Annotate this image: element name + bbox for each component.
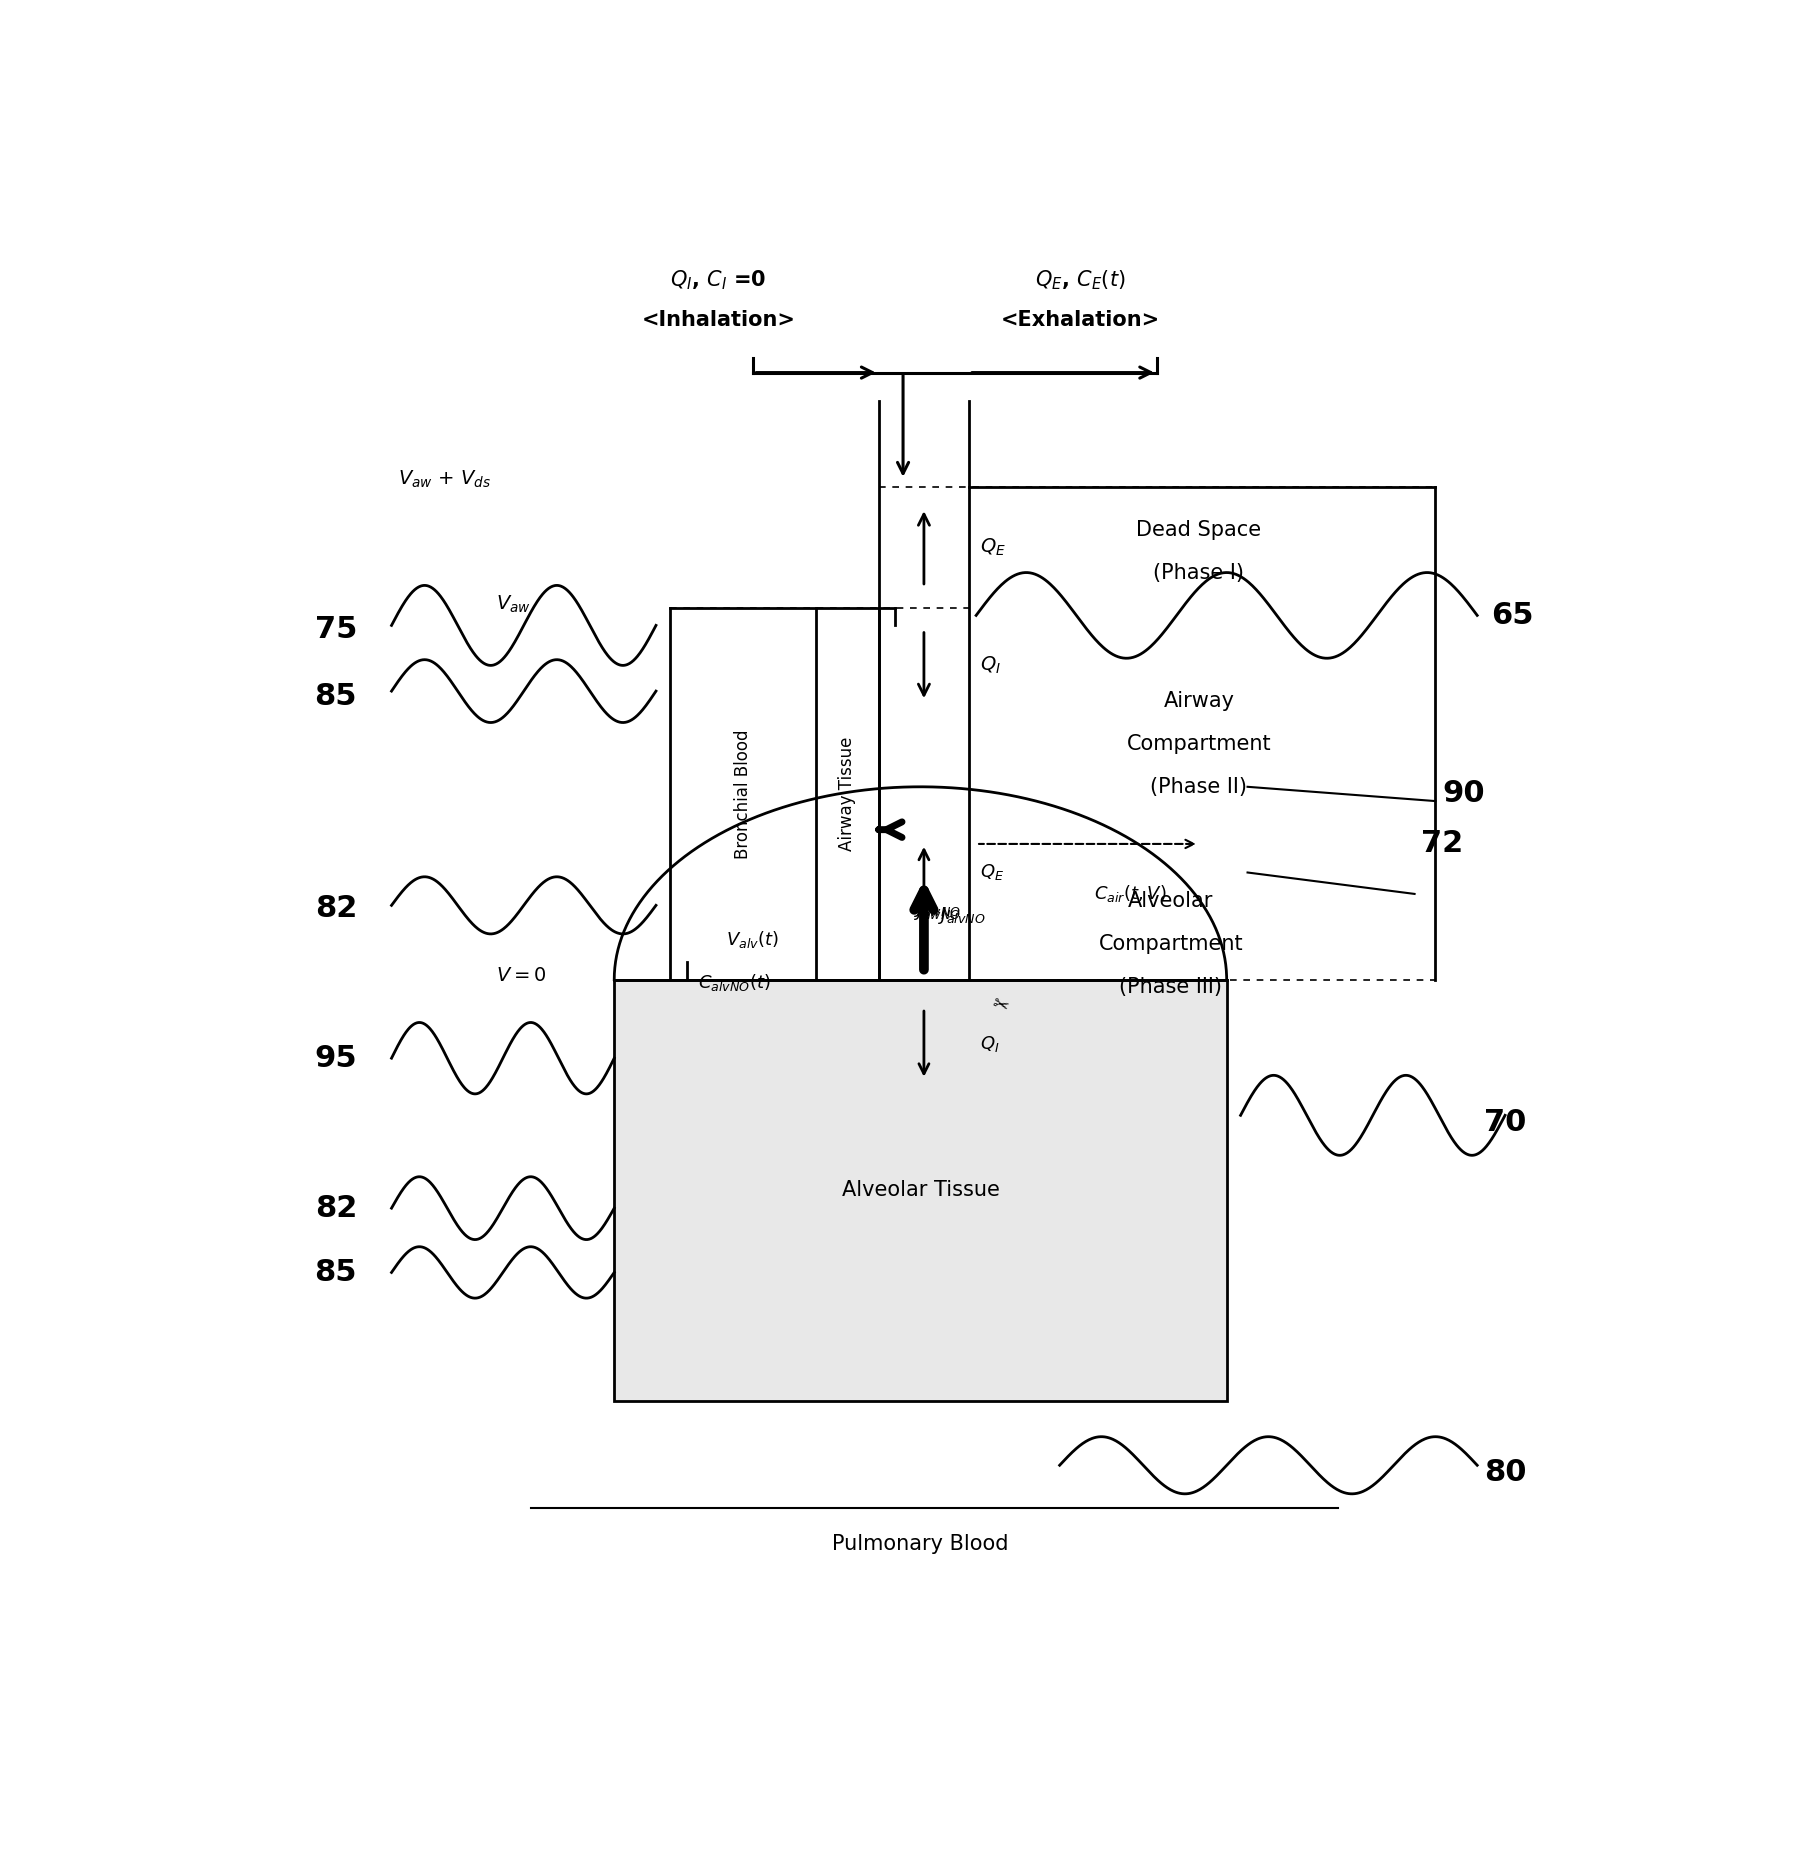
- Text: (Phase III): (Phase III): [1119, 978, 1223, 996]
- Text: $J_{awNO}$: $J_{awNO}$: [914, 898, 961, 918]
- Text: 85: 85: [314, 683, 357, 710]
- Text: 80: 80: [1483, 1458, 1527, 1488]
- Text: $C_{air}(t,V)$: $C_{air}(t,V)$: [1094, 883, 1167, 905]
- Text: 90: 90: [1442, 779, 1485, 809]
- Text: Bronchial Blood: Bronchial Blood: [735, 729, 753, 859]
- Text: Compartment: Compartment: [1099, 933, 1243, 953]
- Text: $J_{alvNO}$: $J_{alvNO}$: [938, 905, 986, 926]
- Text: $Q_E$, $C_E(t)$: $Q_E$, $C_E(t)$: [1034, 267, 1126, 291]
- Text: $C_{alvNO}(t)$: $C_{alvNO}(t)$: [697, 972, 770, 992]
- Text: Airway: Airway: [1164, 692, 1234, 710]
- Text: <Exhalation>: <Exhalation>: [1000, 310, 1160, 330]
- Text: Airway Tissue: Airway Tissue: [839, 736, 857, 851]
- Text: 82: 82: [314, 1193, 357, 1222]
- Text: $V_{alv}(t)$: $V_{alv}(t)$: [726, 929, 779, 950]
- Text: 85: 85: [314, 1258, 357, 1287]
- Text: 95: 95: [314, 1044, 357, 1072]
- Text: 75: 75: [314, 616, 357, 644]
- Text: 72: 72: [1421, 829, 1464, 859]
- Text: (Phase I): (Phase I): [1153, 564, 1245, 582]
- Text: ✂: ✂: [990, 994, 1011, 1017]
- Text: $Q_E$: $Q_E$: [981, 536, 1006, 558]
- Text: $Q_I$: $Q_I$: [981, 655, 1002, 675]
- Text: Alveolar Tissue: Alveolar Tissue: [842, 1180, 999, 1200]
- Text: Compartment: Compartment: [1126, 735, 1272, 753]
- Text: Pulmonary Blood: Pulmonary Blood: [832, 1534, 1009, 1554]
- Text: 82: 82: [314, 894, 357, 922]
- Text: $V=0$: $V=0$: [496, 966, 546, 985]
- Bar: [614, 979, 1227, 1401]
- Text: $Q_E$: $Q_E$: [981, 863, 1004, 883]
- Text: $Q_I$: $Q_I$: [981, 1033, 1000, 1054]
- Text: 70: 70: [1483, 1107, 1527, 1137]
- Text: $V_{aw}$: $V_{aw}$: [496, 594, 532, 614]
- Text: $J_{awNO}$: $J_{awNO}$: [914, 902, 961, 922]
- Text: $Q_I$, $C_I$ =0: $Q_I$, $C_I$ =0: [670, 267, 767, 291]
- Text: Alveolar: Alveolar: [1128, 890, 1214, 911]
- Text: (Phase II): (Phase II): [1149, 777, 1248, 798]
- Text: 65: 65: [1491, 601, 1534, 631]
- Text: $V_{aw}$ + $V_{ds}$: $V_{aw}$ + $V_{ds}$: [399, 469, 492, 490]
- Text: <Inhalation>: <Inhalation>: [641, 310, 796, 330]
- Text: Dead Space: Dead Space: [1137, 521, 1261, 540]
